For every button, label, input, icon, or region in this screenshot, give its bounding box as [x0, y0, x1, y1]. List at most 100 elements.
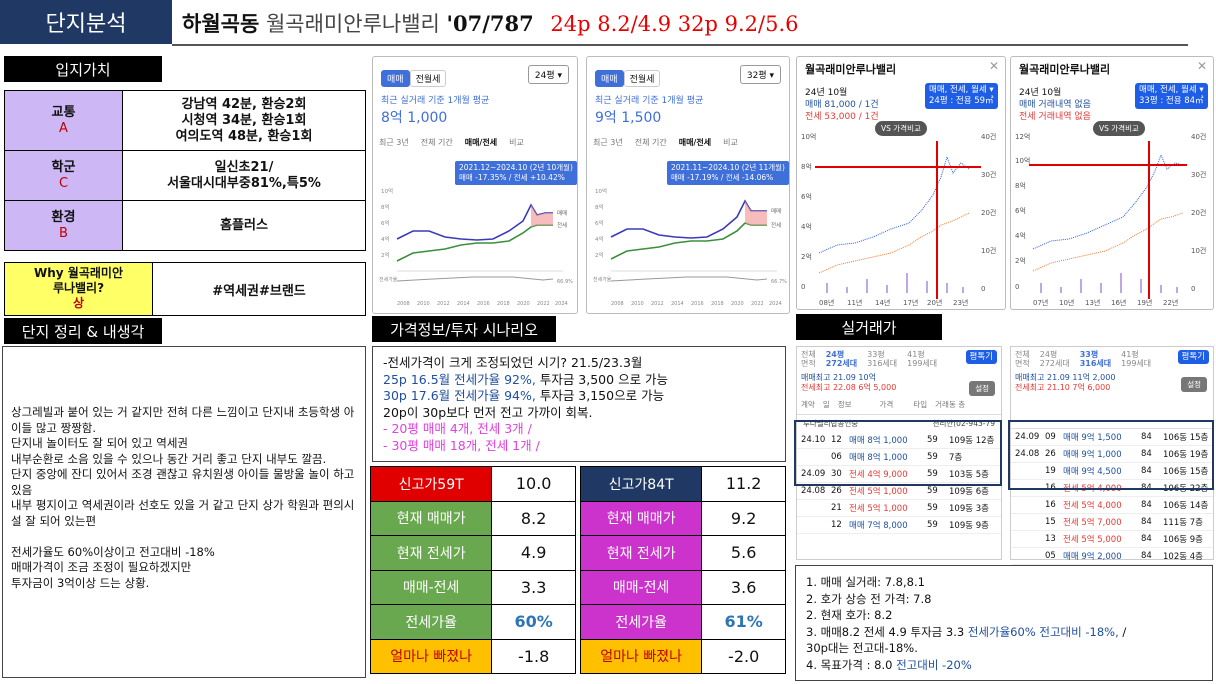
period-tab[interactable]: 전체 기간: [634, 138, 667, 147]
trade-price: 전세 4억 9,000: [849, 470, 908, 480]
trade-row[interactable]: 15 전세 5억 7,000 84 111동 7층: [1011, 514, 1213, 531]
trade-cell: 24.09: [801, 469, 826, 479]
compare-toggle-button[interactable]: 평톡기: [1177, 350, 1209, 364]
market-chart-24: 월곡래미안루나밸리 ✕ 24년 10월 매매 81,000 / 1건 전세 53…: [796, 56, 1006, 310]
trade-row[interactable]: 24.08 26 전세 5억 1,000 59 109동 6층: [797, 483, 1001, 500]
tab-sale[interactable]: 매매: [381, 70, 410, 87]
filter-badge[interactable]: 매매, 전세, 월세 ▾ 24평 : 전용 59㎡: [925, 83, 998, 109]
size-tab[interactable]: 33평 316세대: [1079, 350, 1112, 368]
period-tab[interactable]: 최근 3년: [593, 138, 623, 147]
period-tab[interactable]: 최근 3년: [379, 138, 409, 147]
period-tab[interactable]: 매매/전세: [464, 138, 498, 147]
size-tab[interactable]: 24평 272세대: [1039, 350, 1070, 368]
svg-text:2024: 2024: [769, 301, 782, 307]
trade-row[interactable]: 05 매매 9억 2,000 84 102동 4층: [1011, 548, 1213, 565]
trade-cell: 59: [927, 503, 938, 513]
metric-value: 3.6: [701, 569, 786, 605]
chart-month: 24년 10월: [1019, 88, 1062, 98]
price-caption: 최근 실거래 기준 1개월 평균: [381, 96, 490, 106]
trade-cell: 59: [927, 452, 938, 462]
trade-cell: 109동 3층: [949, 504, 989, 514]
metric-value: 5.6: [701, 535, 786, 571]
market-chart-svg: 12억 10억 8억 6억 4억 2억 0 40건 30건 20건 10건 0 …: [1015, 133, 1206, 307]
metric-value: -2.0: [701, 638, 786, 674]
memo-text: 상그레빌과 붙어 있는 거 같지만 전혀 다른 느낌이고 단지내 초등학생 아이…: [2, 346, 366, 678]
filter-badge[interactable]: 매매, 전세, 월세 ▾ 33평 : 전용 84㎡: [1135, 83, 1208, 109]
chart-rent: 전세 53,000 / 1건: [805, 112, 879, 122]
size-tab[interactable]: 41평 199세대: [1121, 350, 1152, 368]
trade-row[interactable]: 19 매매 9억 4,500 84 106동 15층: [1011, 463, 1213, 480]
agency-banner[interactable]: 루나밸리탑공인중 천리안(02-943-79: [803, 419, 995, 428]
trade-row[interactable]: 16 전세 5억 4,000 84 106동 14층: [1011, 497, 1213, 514]
price-chart-32: 매매 전월세 32평 ▾ 최근 실거래 기준 1개월 평균 9억 1,500 최근…: [586, 56, 790, 314]
svg-text:30건: 30건: [981, 170, 996, 179]
svg-text:10건: 10건: [1191, 246, 1206, 255]
trade-cell: 24.10: [801, 435, 826, 445]
trade-row[interactable]: 12 매매 7억 8,000 59 109동 9층: [797, 517, 1001, 534]
svg-text:2016: 2016: [477, 301, 490, 307]
tab-rent[interactable]: 전월세: [409, 70, 447, 87]
location-value-traffic: 강남역 42분, 환승2회 시청역 34분, 환승1회 여의도역 48분, 환승…: [122, 90, 366, 151]
trade-row[interactable]: 24.10 12 매매 8억 1,000 59 109동 12층: [797, 432, 1001, 449]
trade-row[interactable]: 24.08 26 매매 9억 1,000 84 106동 19층: [1011, 446, 1213, 463]
metric-value: 8.2: [491, 500, 576, 536]
metrics-table-84: 신고가84T 11.2 현재 매매가 9.2 현재 전세가 5.6 매매-전세 3.6 전세가율…: [579, 466, 786, 674]
metric-label: 신고가59T: [369, 466, 493, 502]
svg-text:2018: 2018: [497, 301, 510, 307]
trade-cell: 111동 7층: [1163, 518, 1203, 528]
compare-button[interactable]: VS 가격비교: [1093, 121, 1145, 136]
trade-price: 매매 8억 1,000: [849, 453, 908, 463]
trade-row[interactable]: 24.09 30 전세 4억 9,000 59 103동 5층: [797, 466, 1001, 483]
area-name: 하월곡동: [182, 12, 260, 36]
trade-cols: 계약 일 정보 가격 타입 거래동 층: [797, 395, 1001, 415]
settings-button[interactable]: 설정: [1181, 377, 1207, 392]
size-select[interactable]: 24평 ▾: [527, 65, 569, 84]
compare-button[interactable]: VS 가격비교: [875, 121, 927, 136]
period-tab[interactable]: 매매/전세: [678, 138, 712, 147]
close-icon[interactable]: ✕: [1196, 59, 1207, 73]
tab-sale[interactable]: 매매: [595, 70, 624, 87]
size-tab[interactable]: 41평 199세대: [907, 350, 938, 368]
metric-row: 매매-전세 3.3: [369, 569, 576, 605]
trade-cell: 109동 6층: [949, 487, 989, 497]
metric-label: 현재 전세가: [369, 535, 493, 571]
trade-cell: 12: [831, 520, 842, 530]
chart-rent: 전세 거래내역 없음: [1019, 112, 1091, 122]
svg-text:08년: 08년: [819, 298, 834, 307]
period-tab[interactable]: 비교: [509, 138, 524, 147]
location-label-traffic: 교통 A: [4, 90, 123, 151]
trade-cell: 59: [927, 435, 938, 445]
close-icon[interactable]: ✕: [988, 59, 999, 73]
settings-button[interactable]: 설정: [969, 381, 995, 396]
trade-row[interactable]: 21 전세 5억 1,000 59 109동 3층: [797, 500, 1001, 517]
metric-value: -1.8: [491, 638, 576, 674]
legend-rent: 전세: [557, 221, 567, 229]
trade-cell: 12: [831, 435, 842, 445]
size-select[interactable]: 32평 ▾: [739, 65, 781, 84]
metric-label: 얼마나 빠졌나: [579, 638, 703, 674]
size-tab[interactable]: 24평 272세대: [825, 350, 858, 368]
metric-row: 매매-전세 3.6: [579, 569, 786, 605]
svg-text:40건: 40건: [1191, 133, 1206, 141]
svg-text:10억: 10억: [801, 133, 816, 141]
trade-cell: 106동 14층: [1163, 501, 1209, 511]
trade-row[interactable]: 24.09 09 매매 9억 1,500 84 106동 15층: [1011, 429, 1213, 446]
svg-text:2억: 2억: [595, 251, 604, 259]
size-tab[interactable]: 33평 316세대: [867, 350, 898, 368]
y-tick: 10억: [381, 187, 393, 195]
period-tab[interactable]: 비교: [723, 138, 738, 147]
tab-rent[interactable]: 전월세: [623, 70, 661, 87]
svg-text:2010: 2010: [631, 301, 644, 307]
trade-row[interactable]: 06 매매 8억 1,000 59 7층: [797, 449, 1001, 466]
compare-toggle-button[interactable]: 평톡기: [965, 350, 997, 364]
svg-text:4억: 4억: [595, 235, 604, 243]
trade-row[interactable]: 13 전세 5억 5,000 84 106동 9층: [1011, 531, 1213, 548]
period-tabs: 최근 3년 전체 기간 매매/전세 비교: [593, 137, 738, 148]
metrics-table-59: 신고가59T 10.0 현재 매매가 8.2 현재 전세가 4.9 매매-전세 3.3 전세가율…: [369, 466, 576, 674]
metric-row: 현재 매매가 9.2: [579, 500, 786, 536]
location-label-school: 학군 C: [4, 150, 123, 201]
section-tag: 단지분석: [0, 0, 172, 44]
svg-text:2008: 2008: [397, 301, 410, 307]
highlight-box: [794, 420, 1002, 486]
period-tab[interactable]: 전체 기간: [420, 138, 453, 147]
